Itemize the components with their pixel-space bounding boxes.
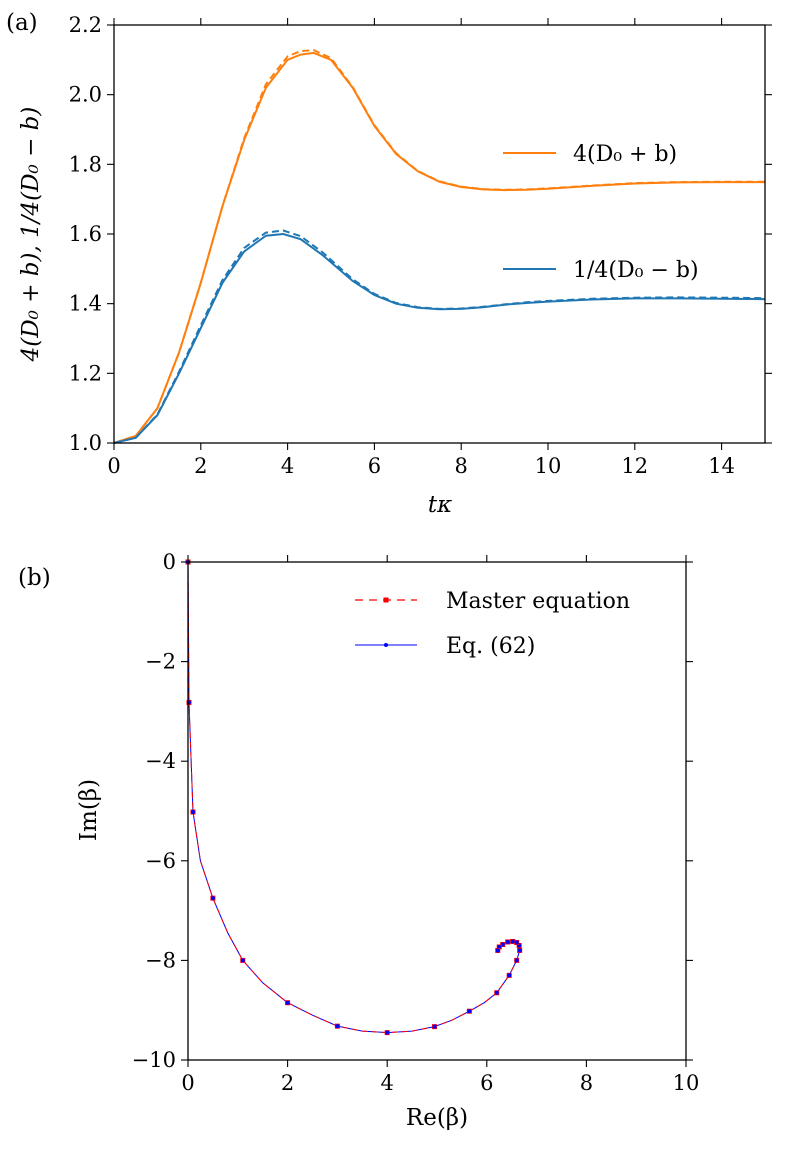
panel-b-eq62-marker [494,990,499,995]
panel-a-ytick-label: 1.8 [69,152,102,176]
panel-b-ytick-label: −2 [145,650,176,674]
panel-b-legend-label-0: Master equation [446,589,630,614]
panel-b-eq62-marker [385,1030,390,1035]
panel-b-master-line [187,561,521,1034]
panel-a-ytick-label: 2.2 [69,13,102,37]
panel-b-ytick-label: −4 [145,749,176,773]
panel-a-chart: (a) 0 2 4 6 8 10 12 141.01.21.41.61.82.02.2 tκ … [6,10,772,518]
panel-b-label: (b) [18,565,51,591]
panel-a-xtick-label: 2 [194,454,207,478]
panel-b-xlabel: Re(β) [406,1105,468,1131]
panel-b-eq62-marker [240,958,245,963]
panel-a-label: (a) [6,10,38,36]
panel-a-xtick-label: 8 [455,454,468,478]
panel-a-xlabel: tκ [428,492,452,518]
panel-b-xtick-label: 4 [381,1071,394,1095]
panel-b-ytick-label: −8 [145,948,176,972]
panel-a-ytick-label: 2.0 [69,83,102,107]
panel-a-xtick-label: 4 [281,454,294,478]
panel-a-series-line-1 [113,49,765,444]
panel-a-ticks: 0 2 4 6 8 10 12 14 1.0 1.2 1.4 1.6 1.8 2.0 2.2 [69,13,772,478]
panel-a-series-line-0 [113,51,765,444]
panel-a-series-group [113,49,766,444]
panel-b-eq62-marker [510,939,515,944]
panel-b-xtick-label: 8 [580,1071,593,1095]
panel-a-xtick-label: 10 [535,454,562,478]
panel-b-eq62-marker [432,1024,437,1029]
panel-b-eq62-marker [467,1009,472,1014]
panel-b-eq62-marker [190,809,195,814]
panel-a-legend: 4(D₀ + b) 1/4(D₀ − b) [503,142,699,283]
panel-b-eq62-marker [514,940,519,945]
panel-b-eq62-marker [507,973,512,978]
panel-b-xtick-label: 2 [281,1071,294,1095]
panel-a-xtick-label: 6 [368,454,381,478]
panel-a-ytick-label: 1.4 [69,292,102,316]
panel-b-chart: (b) 0 2 4 6 8 10 0 −2 −4 −6 −8 −10 Re(β) Im(β) Mast… [18,550,699,1131]
panel-b-axes-frame [187,561,687,1061]
panel-a-axes-frame [113,24,766,444]
panel-b-ticks: 0 2 4 6 8 10 0 −2 −4 −6 −8 −10 [132,550,700,1095]
panel-b-xtick-label: 10 [673,1071,700,1095]
panel-b-eq62-line [187,561,521,1034]
panel-b-ylabel: Im(β) [76,779,102,841]
panel-a-xtick-label: 0 [107,454,120,478]
panel-b-legend-label-1: Eq. (62) [446,634,535,659]
panel-b-xtick-label: 6 [480,1071,493,1095]
panel-b-legend-marker-0 [383,597,389,603]
panel-b-eq62-marker [517,948,522,953]
panel-b-series-group [185,559,523,1036]
panel-a-xtick-label: 14 [708,454,735,478]
panel-b-xtick-label: 0 [181,1071,194,1095]
panel-b-eq62-marker [505,939,510,944]
panel-b-eq62-marker [514,958,519,963]
panel-b-eq62-marker [495,948,500,953]
panel-a-legend-label-1: 1/4(D₀ − b) [573,258,699,283]
panel-b-eq62-marker [210,896,215,901]
panel-a-xtick-label: 12 [621,454,648,478]
panel-a-ytick-label: 1.0 [69,431,102,455]
panel-b-eq62-marker [285,1000,290,1005]
panel-b-legend-marker-1 [384,643,388,647]
panel-a-legend-label-0: 4(D₀ + b) [573,142,677,167]
panel-b-ytick-label: 0 [163,550,176,574]
panel-a-ytick-label: 1.6 [69,222,102,246]
panel-a-ytick-label: 1.2 [69,361,102,385]
panel-b-ytick-label: −10 [132,1048,176,1072]
panel-b-ytick-label: −6 [145,849,176,873]
panel-a-ylabel: 4(D₀ + b), 1/4(D₀ − b) [18,107,44,363]
panel-a-series-line-3 [113,229,766,444]
panel-b-eq62-marker [335,1024,340,1029]
panel-b-legend: Master equation Eq. (62) [355,589,630,659]
